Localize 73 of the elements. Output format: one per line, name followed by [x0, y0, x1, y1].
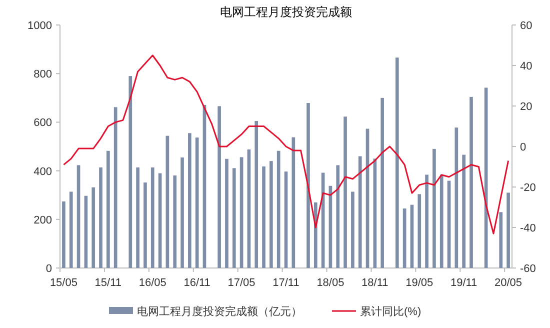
y2-tick-label: -20 — [520, 182, 536, 194]
bar — [136, 167, 140, 268]
bar — [128, 76, 132, 268]
bar — [144, 182, 147, 268]
bar — [247, 149, 251, 268]
bar — [425, 174, 428, 268]
bar — [232, 168, 236, 268]
bar — [358, 156, 362, 268]
bar — [180, 157, 184, 268]
y-tick-label: 0 — [46, 263, 52, 275]
y-tick-label: 400 — [34, 166, 52, 178]
bar — [470, 96, 473, 268]
y2-tick-label: 20 — [520, 101, 532, 113]
legend-label: 电网工程月度投资完成额（亿元） — [137, 305, 302, 318]
bar — [92, 187, 96, 268]
bar — [462, 154, 466, 268]
y2-tick-label: -40 — [520, 222, 536, 234]
bar — [225, 158, 228, 268]
bar — [99, 167, 102, 268]
bar — [158, 173, 162, 268]
bar — [306, 103, 310, 268]
bar — [218, 106, 221, 268]
bar — [447, 180, 451, 268]
x-tick-label: 15/11 — [94, 277, 122, 289]
bar — [395, 58, 399, 268]
bar — [76, 165, 80, 268]
bar — [336, 165, 340, 268]
x-tick-label: 19/11 — [450, 277, 478, 289]
x-tick-label: 18/05 — [316, 277, 344, 289]
bar — [418, 194, 422, 268]
x-tick-label: 19/05 — [406, 277, 434, 289]
legend-label: 累计同比(%) — [360, 305, 422, 318]
bar — [351, 192, 354, 268]
bar — [240, 157, 244, 268]
bar — [69, 192, 73, 268]
bar — [166, 136, 170, 268]
y-tick-label: 800 — [34, 68, 52, 81]
bar — [380, 98, 384, 268]
x-tick-label: 17/05 — [228, 277, 256, 289]
bar — [499, 212, 503, 268]
bar — [432, 148, 436, 268]
bar — [410, 204, 414, 268]
x-tick-label: 15/05 — [50, 277, 78, 289]
y-tick-label: 1000 — [28, 20, 52, 32]
x-tick-label: 16/11 — [184, 277, 210, 289]
y-tick-label: 200 — [34, 214, 52, 226]
bar — [402, 208, 406, 268]
y2-tick-label: 60 — [520, 20, 532, 32]
y2-tick-label: 40 — [520, 60, 532, 72]
bar — [292, 137, 296, 268]
bar — [440, 174, 444, 268]
bar — [344, 116, 347, 268]
bar — [276, 150, 280, 268]
y2-tick-label: 0 — [520, 142, 526, 154]
bar — [62, 201, 66, 268]
bar — [262, 166, 266, 268]
bar — [150, 167, 154, 268]
bar — [173, 175, 177, 268]
y2-tick-label: -60 — [520, 263, 536, 275]
x-tick-label: 20/05 — [494, 277, 522, 289]
bar — [506, 192, 510, 268]
bar — [84, 196, 88, 268]
x-tick-label: 17/11 — [272, 277, 300, 289]
chart-title: 电网工程月度投资完成额 — [220, 5, 352, 19]
bar — [284, 172, 288, 268]
bar — [195, 138, 199, 268]
bar — [270, 161, 273, 268]
bar — [106, 150, 110, 268]
bar — [254, 120, 258, 268]
bar — [188, 133, 192, 268]
x-tick-label: 18/11 — [362, 277, 388, 289]
y-tick-label: 600 — [34, 117, 52, 130]
x-tick-label: 16/05 — [138, 277, 166, 289]
